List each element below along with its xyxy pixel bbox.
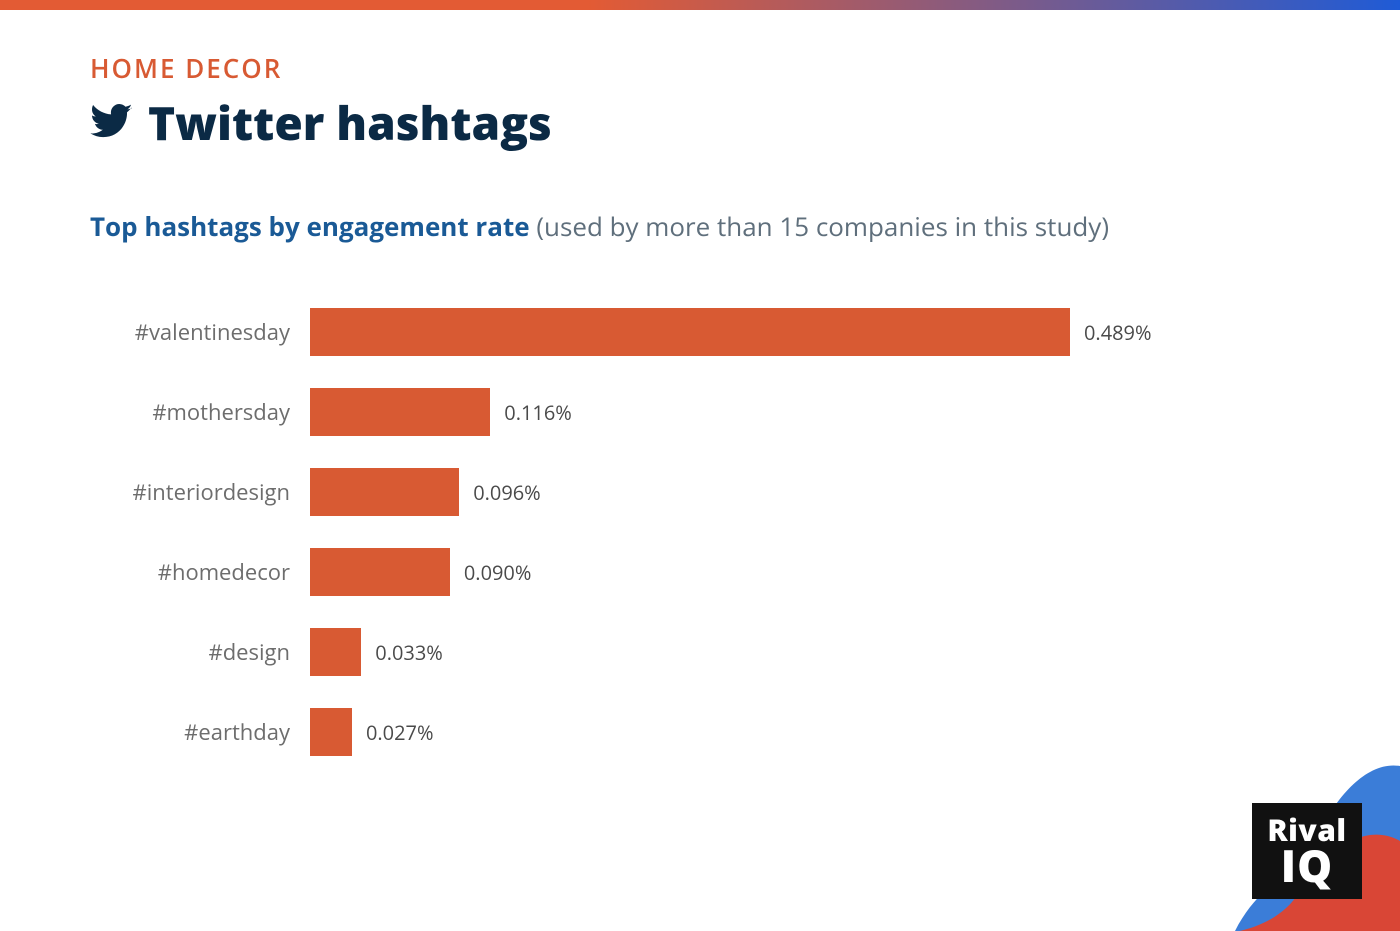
bar-wrap: 0.096% bbox=[310, 468, 1310, 516]
subtitle-strong: Top hashtags by engagement rate bbox=[90, 208, 530, 244]
subtitle-light: (used by more than 15 companies in this … bbox=[530, 208, 1109, 244]
chart-y-label: #mothersday bbox=[90, 397, 310, 427]
bar bbox=[310, 708, 352, 756]
bar-value-label: 0.489% bbox=[1084, 319, 1152, 346]
twitter-bird-icon bbox=[90, 99, 134, 148]
bar bbox=[310, 468, 459, 516]
page-title: Twitter hashtags bbox=[148, 92, 552, 154]
chart-row: #valentinesday 0.489% bbox=[90, 308, 1310, 356]
bar bbox=[310, 388, 490, 436]
content-area: HOME DECOR Twitter hashtags Top hashtags… bbox=[90, 50, 1310, 756]
eyebrow-label: HOME DECOR bbox=[90, 50, 1310, 86]
bar-wrap: 0.489% bbox=[310, 308, 1310, 356]
chart-y-label: #valentinesday bbox=[90, 317, 310, 347]
bar-wrap: 0.033% bbox=[310, 628, 1310, 676]
rival-iq-logo: Rival IQ bbox=[1252, 803, 1362, 899]
bar-wrap: 0.116% bbox=[310, 388, 1310, 436]
bar-value-label: 0.096% bbox=[473, 479, 541, 506]
chart-row: #interiordesign 0.096% bbox=[90, 468, 1310, 516]
chart-row: #design 0.033% bbox=[90, 628, 1310, 676]
bar-value-label: 0.027% bbox=[366, 719, 434, 746]
chart-y-label: #interiordesign bbox=[90, 477, 310, 507]
report-slide: HOME DECOR Twitter hashtags Top hashtags… bbox=[0, 0, 1400, 931]
bar bbox=[310, 308, 1070, 356]
bar-value-label: 0.116% bbox=[504, 399, 572, 426]
bar bbox=[310, 548, 450, 596]
top-gradient-bar bbox=[0, 0, 1400, 10]
chart-row: #earthday 0.027% bbox=[90, 708, 1310, 756]
logo-text-line2: IQ bbox=[1281, 843, 1333, 887]
chart-row: #mothersday 0.116% bbox=[90, 388, 1310, 436]
bar bbox=[310, 628, 361, 676]
title-row: Twitter hashtags bbox=[90, 92, 1310, 154]
subtitle: Top hashtags by engagement rate (used by… bbox=[90, 208, 1310, 244]
bar-wrap: 0.090% bbox=[310, 548, 1310, 596]
chart-row: #homedecor 0.090% bbox=[90, 548, 1310, 596]
chart-y-label: #homedecor bbox=[90, 557, 310, 587]
hashtag-bar-chart: #valentinesday 0.489% #mothersday 0.116% #in… bbox=[90, 308, 1310, 756]
chart-y-label: #design bbox=[90, 637, 310, 667]
bar-wrap: 0.027% bbox=[310, 708, 1310, 756]
chart-y-label: #earthday bbox=[90, 717, 310, 747]
bar-value-label: 0.033% bbox=[375, 639, 443, 666]
bar-value-label: 0.090% bbox=[464, 559, 532, 586]
